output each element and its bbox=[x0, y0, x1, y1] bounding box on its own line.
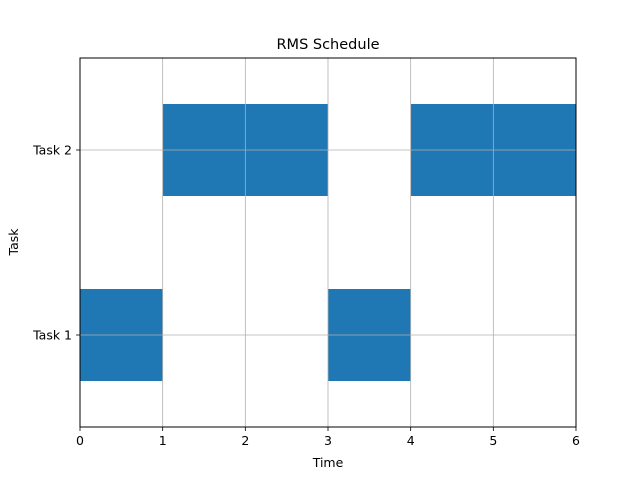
x-tick-label: 5 bbox=[489, 433, 497, 448]
x-tick-label: 2 bbox=[241, 433, 249, 448]
x-tick-label: 3 bbox=[324, 433, 332, 448]
y-tick-label-task-2: Task 2 bbox=[32, 143, 72, 158]
chart-title: RMS Schedule bbox=[276, 37, 379, 53]
y-tick-label-task-1: Task 1 bbox=[32, 328, 72, 343]
x-tick-label: 6 bbox=[572, 433, 580, 448]
y-axis-label: Task bbox=[6, 228, 21, 257]
x-tick-label: 1 bbox=[159, 433, 167, 448]
x-tick-label: 4 bbox=[407, 433, 415, 448]
x-tick-label: 0 bbox=[76, 433, 84, 448]
x-axis-label: Time bbox=[312, 455, 344, 470]
ticks-layer: 0 1 2 3 4 5 6 Task 1 Task 2 bbox=[32, 143, 580, 449]
